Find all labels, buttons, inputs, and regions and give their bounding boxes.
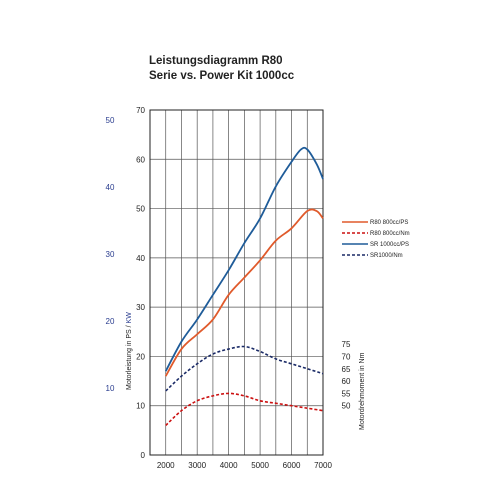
x-tick-label: 3000 bbox=[188, 461, 206, 470]
plot-frame bbox=[149, 109, 324, 456]
y-tick-label: 60 bbox=[136, 155, 145, 164]
chart-title: Leistungsdiagramm R80 bbox=[149, 55, 283, 67]
y-tick-label: 10 bbox=[136, 402, 145, 411]
left-axis-label-ps: Motorleistung in PS / bbox=[126, 323, 133, 390]
y-tick-label: 40 bbox=[136, 254, 145, 263]
series-line-r80-800cc-nm bbox=[165, 392, 324, 427]
legend-label: SR1000/Nm bbox=[370, 253, 403, 259]
kw-tick-label: 10 bbox=[106, 384, 115, 393]
torque-tick-label: 65 bbox=[342, 365, 351, 374]
left-axis-label-kw: KW bbox=[126, 312, 133, 324]
y-tick-label: 70 bbox=[136, 106, 145, 115]
kw-tick-label: 30 bbox=[106, 250, 115, 259]
x-tick-label: 4000 bbox=[220, 461, 238, 470]
y-tick-label: 20 bbox=[136, 352, 145, 361]
right-axis-label: Motordrehmoment in Nm bbox=[359, 352, 366, 430]
series-line-r80-800cc-ps bbox=[164, 208, 324, 377]
kw-tick-label: 40 bbox=[106, 183, 115, 192]
y-tick-label: 50 bbox=[136, 205, 145, 214]
torque-tick-label: 70 bbox=[342, 352, 351, 361]
kw-tick-label: 50 bbox=[106, 116, 115, 125]
series-line-sr1000-nm bbox=[165, 345, 324, 392]
torque-tick-label: 50 bbox=[342, 402, 351, 411]
left-axis-label: Motorleistung in PS / KW bbox=[126, 312, 133, 390]
x-tick-label: 7000 bbox=[314, 461, 332, 470]
torque-tick-label: 55 bbox=[342, 389, 351, 398]
legend-label: R80 800cc/Nm bbox=[370, 231, 410, 237]
torque-tick-label: 60 bbox=[342, 377, 351, 386]
x-tick-label: 6000 bbox=[283, 461, 301, 470]
y-tick-label: 0 bbox=[141, 451, 146, 460]
series-line-sr-1000cc-ps bbox=[164, 146, 324, 372]
chart-subtitle: Serie vs. Power Kit 1000cc bbox=[149, 70, 295, 82]
legend-label: SR 1000cc/PS bbox=[370, 242, 409, 248]
torque-tick-label: 75 bbox=[342, 340, 351, 349]
legend-label: R80 800cc/PS bbox=[370, 220, 408, 226]
x-tick-label: 2000 bbox=[157, 461, 175, 470]
kw-tick-label: 20 bbox=[106, 317, 115, 326]
y-tick-label: 30 bbox=[136, 303, 145, 312]
x-tick-label: 5000 bbox=[251, 461, 269, 470]
